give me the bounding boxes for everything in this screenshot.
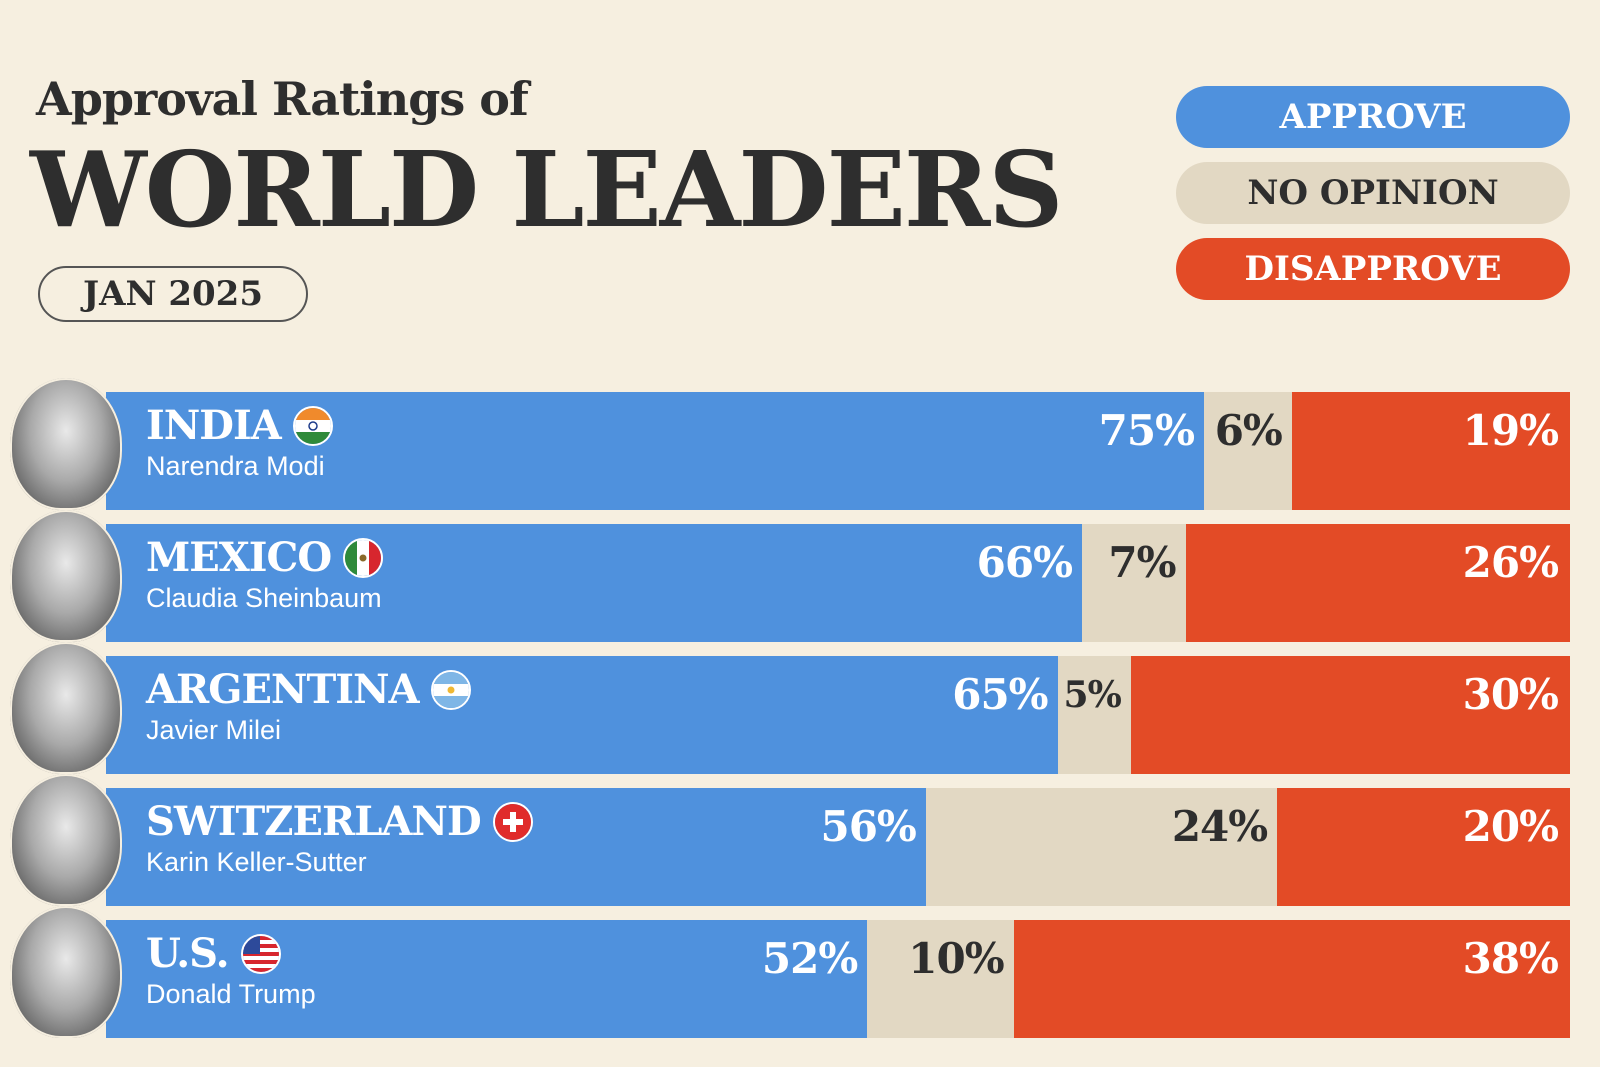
value-label-approve: 66% <box>976 538 1073 587</box>
legend-approve: APPROVE <box>1176 86 1570 148</box>
bar-disapprove: 19% <box>1291 392 1570 510</box>
value-label-disapprove: 26% <box>1462 538 1559 587</box>
row-label: ARGENTINA Javier Milei <box>146 666 471 746</box>
country-name: U.S. <box>146 930 230 977</box>
value-label-disapprove: 30% <box>1462 670 1559 719</box>
value-label-no-opinion: 24% <box>1171 802 1268 851</box>
leader-portrait <box>10 510 122 642</box>
legend-no-opinion: NO OPINION <box>1176 162 1570 224</box>
value-label-approve: 56% <box>820 802 916 851</box>
value-label-no-opinion: 7% <box>1108 538 1176 587</box>
bar-row-us: 52% 10% 38% U.S. Donald Trump <box>0 906 1600 1038</box>
stacked-bar: 52% 10% 38% <box>106 920 1570 1038</box>
row-label: MEXICO Claudia Sheinbaum <box>146 534 384 614</box>
bar-disapprove: 26% <box>1185 524 1570 642</box>
row-label: U.S. Donald Trump <box>146 930 316 1010</box>
value-label-disapprove: 19% <box>1462 406 1559 455</box>
mexico-flag-icon <box>343 537 384 578</box>
country-name: ARGENTINA <box>146 666 420 713</box>
leader-name: Donald Trump <box>146 979 316 1009</box>
leader-portrait <box>10 774 122 906</box>
bar-row-india: 75% 6% 19% INDIA Narendra Modi <box>0 378 1600 510</box>
stacked-bar: 56% 24% 20% <box>106 788 1570 906</box>
leader-portrait <box>10 378 122 510</box>
row-label: SWITZERLAND Karin Keller-Sutter <box>146 798 533 878</box>
date-badge: JAN 2025 <box>38 266 308 322</box>
bar-no-opinion: 6% <box>1204 392 1292 510</box>
country-name: INDIA <box>146 402 282 449</box>
bar-no-opinion: 7% <box>1082 524 1186 642</box>
bar-row-mexico: 66% 7% 26% MEXICO Claudia Sheinbaum <box>0 510 1600 642</box>
india-flag-icon <box>292 405 333 446</box>
value-label-disapprove: 38% <box>1462 934 1559 983</box>
leader-portrait <box>10 642 122 774</box>
leader-portrait <box>10 906 122 1038</box>
leader-name: Claudia Sheinbaum <box>146 583 382 613</box>
bar-approve: 75% <box>106 392 1204 510</box>
country-name: SWITZERLAND <box>146 798 482 845</box>
us-flag-icon <box>240 933 281 974</box>
leader-name: Narendra Modi <box>146 451 325 481</box>
value-label-no-opinion: 6% <box>1214 406 1283 455</box>
chart-title: WORLD LEADERS <box>30 128 1063 251</box>
bar-approve: 65% <box>106 656 1058 774</box>
value-label-disapprove: 20% <box>1462 802 1559 851</box>
bar-no-opinion: 5% <box>1057 656 1131 774</box>
bar-row-argentina: 65% 5% 30% ARGENTINA Javier Milei <box>0 642 1600 774</box>
value-label-no-opinion: 10% <box>908 934 1004 983</box>
legend-disapprove: DISAPPROVE <box>1176 238 1570 300</box>
row-label: INDIA Narendra Modi <box>146 402 333 482</box>
bar-disapprove: 38% <box>1013 920 1570 1038</box>
bar-no-opinion: 24% <box>925 788 1278 906</box>
chart-subtitle: Approval Ratings of <box>36 72 529 126</box>
bar-row-switzerland: 56% 24% 20% SWITZERLAND Karin Keller-Sut… <box>0 774 1600 906</box>
bar-approve: 52% <box>106 920 868 1038</box>
bar-no-opinion: 10% <box>867 920 1014 1038</box>
bar-disapprove: 30% <box>1130 656 1570 774</box>
switzerland-flag-icon <box>492 801 533 842</box>
country-name: MEXICO <box>146 534 332 581</box>
stacked-bar: 75% 6% 19% <box>106 392 1570 510</box>
value-label-approve: 75% <box>1098 406 1195 455</box>
stacked-bar: 65% 5% 30% <box>106 656 1570 774</box>
stacked-bar: 66% 7% 26% <box>106 524 1570 642</box>
value-label-no-opinion: 5% <box>1063 674 1122 716</box>
value-label-approve: 52% <box>761 934 858 983</box>
argentina-flag-icon <box>430 669 471 710</box>
bar-disapprove: 20% <box>1277 788 1570 906</box>
leader-name: Karin Keller-Sutter <box>146 847 367 877</box>
legend: APPROVE NO OPINION DISAPPROVE <box>1176 86 1570 314</box>
leader-name: Javier Milei <box>146 715 282 745</box>
bar-approve: 66% <box>106 524 1082 642</box>
value-label-approve: 65% <box>952 670 1048 719</box>
